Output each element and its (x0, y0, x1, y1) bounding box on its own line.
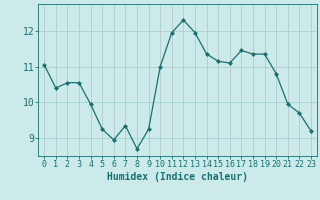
X-axis label: Humidex (Indice chaleur): Humidex (Indice chaleur) (107, 172, 248, 182)
